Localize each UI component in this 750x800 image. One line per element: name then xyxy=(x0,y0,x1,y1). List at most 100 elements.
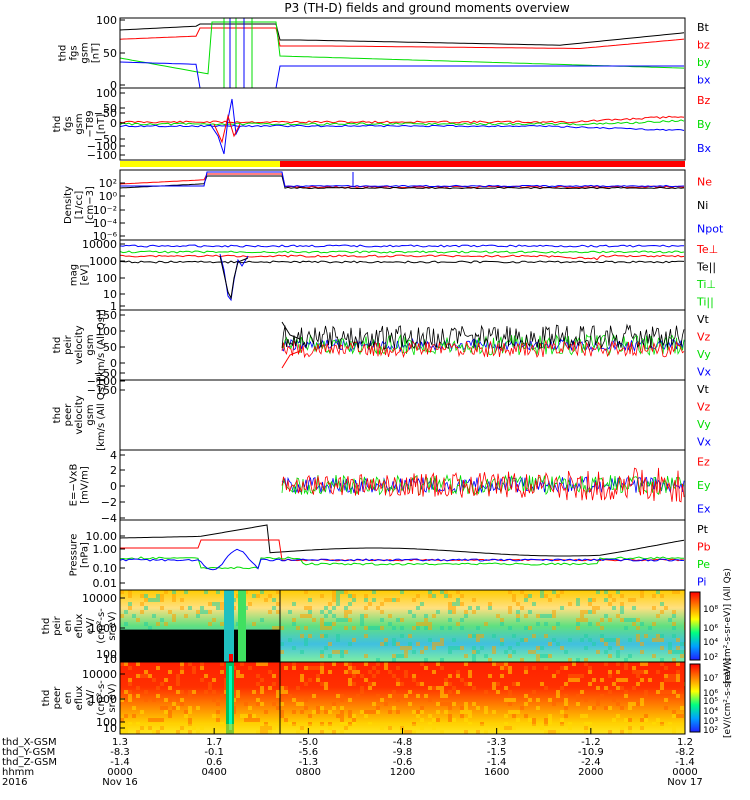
y-axis-label: [km/s (All Qs)] xyxy=(96,309,107,381)
y-axis-label: fgs xyxy=(69,45,80,60)
y-axis-label: E=−VxB xyxy=(69,464,80,507)
legend-Te||: Te|| xyxy=(696,260,716,273)
y-axis-label: −T89 xyxy=(85,110,96,137)
y-tick-label: 100 xyxy=(96,325,117,338)
y-tick-label: 0.01 xyxy=(93,577,118,590)
mode-bar-yellow xyxy=(120,161,280,167)
panel-temperature: 10000 1000 100 101 mag [eV] Te⊥ Te|| Ti⊥ Ti|| xyxy=(69,238,719,313)
trace-npot xyxy=(120,171,685,188)
y-tick-label: 10 xyxy=(103,288,117,301)
legend-Ex: Ex xyxy=(697,502,711,515)
y-tick-label: 1.00 xyxy=(93,543,118,556)
y-axis-label: Density xyxy=(63,186,74,224)
x-axis-value: -1.2 xyxy=(581,737,601,748)
trace-bx xyxy=(120,124,685,132)
panel-plot-area xyxy=(119,519,686,591)
y-tick-label: −150 xyxy=(87,384,117,397)
x-axis-value: -0.1 xyxy=(204,747,224,758)
panel-traces xyxy=(281,321,685,369)
x-axis-value: Nov 16 xyxy=(102,777,137,788)
trace-ni xyxy=(120,175,685,190)
x-axis-value: 1.3 xyxy=(112,737,128,748)
panel-traces xyxy=(120,171,685,190)
x-axis-value: 0000 xyxy=(107,767,132,778)
y-tick-label: −2 xyxy=(101,496,117,509)
trace-ti xyxy=(120,250,685,254)
x-axis-value: 0800 xyxy=(296,767,321,778)
y-tick-label: 10⁻² xyxy=(93,204,117,217)
trace-bz xyxy=(120,115,685,124)
y-tick-label: 10⁰ xyxy=(99,190,118,203)
legend-Pb: Pb xyxy=(697,540,711,553)
trace-by xyxy=(120,21,685,75)
y-tick-label: −50 xyxy=(94,107,117,120)
trace-e2 xyxy=(281,467,685,503)
legend-Ti⊥: Ti⊥ xyxy=(696,278,716,291)
y-tick-label: 100 xyxy=(96,87,117,100)
trace-pe xyxy=(120,556,685,570)
legend-Npot: Npot xyxy=(697,222,724,235)
legend-Ni: Ni xyxy=(697,199,708,212)
legend-by: by xyxy=(697,56,711,69)
y-axis-label: [nT] xyxy=(91,43,102,63)
y-tick-label: 150 xyxy=(96,309,117,322)
y-axis-label: [km/s (All Qs)] xyxy=(96,379,107,451)
panel-frame xyxy=(119,379,686,451)
y-tick-label: 50 xyxy=(103,47,117,60)
trace-e0 xyxy=(281,475,685,495)
y-axis-label: velocity xyxy=(74,395,85,434)
x-axis-row-label: thd_X-GSM xyxy=(2,737,57,748)
y-axis-label: thd xyxy=(52,407,63,424)
panel-peer_velocity: thd peer velocity gsm [km/s (All Qs)] Vt Vz Vy V… xyxy=(52,379,712,451)
panel-efield: 4 2 0 −2 −4 E=−VxB [mV/m] Ez Ey Ex xyxy=(69,449,711,525)
y-axis-label: fgs xyxy=(63,116,74,131)
x-axis-value: -2.4 xyxy=(581,757,601,768)
trace-vz-start xyxy=(281,350,301,369)
colorbar-tick-label: 10⁷ xyxy=(703,674,718,684)
panel-plot-area xyxy=(119,87,686,161)
y-axis-label: eflux xyxy=(74,686,85,711)
y-tick-label: 10000 xyxy=(82,238,117,251)
y-axis-label: thd xyxy=(41,618,52,635)
y-axis-label: eV/ xyxy=(85,689,96,706)
trace-bz xyxy=(120,27,685,49)
x-axis-value: -5.6 xyxy=(299,747,319,758)
legend-Vy: Vy xyxy=(697,418,711,431)
y-axis-label: thd xyxy=(58,45,69,62)
y-axis-label: thd xyxy=(41,690,52,707)
panel-plot-area xyxy=(119,309,686,381)
y-tick-label: 10000 xyxy=(82,668,117,681)
y-tick-label: 1 xyxy=(110,300,117,313)
colorbar-tick-label: 10⁴ xyxy=(703,707,718,717)
y-axis-label: gsm xyxy=(80,42,91,63)
y-tick-label: 10.00 xyxy=(86,530,118,543)
panel-traces xyxy=(120,662,685,734)
x-axis-value: -1.5 xyxy=(487,747,507,758)
legend-Ti||: Ti|| xyxy=(696,295,714,308)
y-axis-label: [1/cc] xyxy=(74,191,85,220)
legend-Pt: Pt xyxy=(697,523,709,536)
trace-pi xyxy=(120,548,685,571)
x-axis-value: -10.9 xyxy=(578,747,604,758)
legend-bx: bx xyxy=(697,73,711,86)
y-tick-label: −50 xyxy=(94,133,117,146)
panel-frame xyxy=(119,87,686,161)
x-axis-value: -1.4 xyxy=(487,757,507,768)
trace-dip-black xyxy=(219,255,249,300)
trace-pt xyxy=(120,524,685,557)
x-axis-row-label: thd_Y-GSM xyxy=(2,747,55,758)
y-axis-label: [nPa] xyxy=(80,542,91,568)
y-axis-label: sr-eV) xyxy=(107,611,118,640)
x-axis-value: -9.8 xyxy=(393,747,413,758)
x-axis-value: 0400 xyxy=(201,767,226,778)
y-axis-label: gsm xyxy=(85,334,96,355)
y-axis-label: [cm−3] xyxy=(85,186,96,224)
y-tick-label: −100 xyxy=(87,375,117,388)
legend-By: By xyxy=(697,118,712,131)
y-tick-label: 10 xyxy=(103,722,117,735)
y-axis-label: en xyxy=(63,692,74,705)
trace-ne xyxy=(120,173,685,189)
